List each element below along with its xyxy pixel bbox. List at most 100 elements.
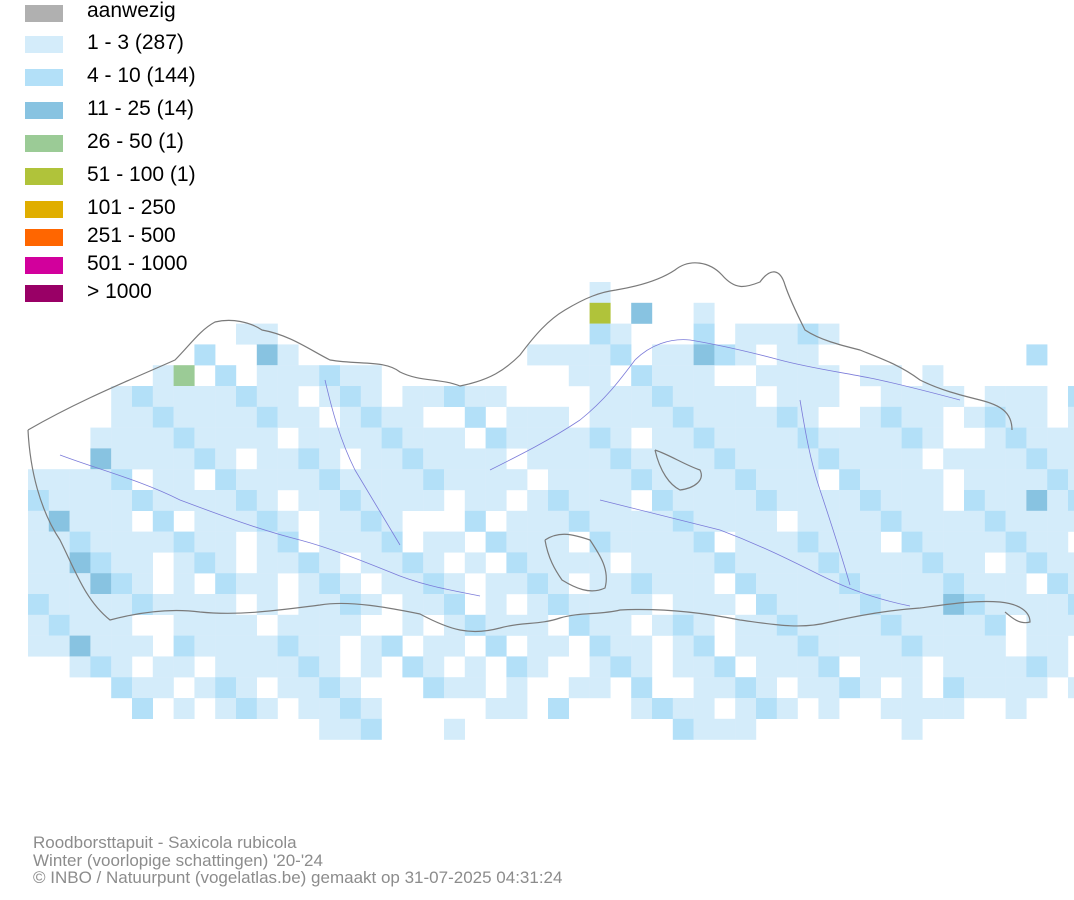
grid-cell bbox=[173, 594, 195, 615]
grid-cell bbox=[215, 677, 237, 699]
grid-cell bbox=[610, 635, 632, 657]
grid-cell bbox=[548, 698, 569, 719]
grid-cell bbox=[277, 406, 299, 428]
grid-cell bbox=[735, 344, 757, 366]
grid-cell bbox=[236, 698, 257, 719]
grid-cell bbox=[173, 552, 195, 574]
grid-cell bbox=[319, 614, 341, 636]
grid-cell bbox=[818, 677, 840, 699]
grid-cell bbox=[485, 614, 507, 636]
grid-cell bbox=[319, 448, 341, 470]
grid-cell bbox=[693, 552, 715, 574]
grid-cell bbox=[402, 490, 424, 511]
grid-cell bbox=[152, 469, 174, 491]
grid-cell bbox=[922, 635, 944, 657]
grid-cell bbox=[1005, 448, 1027, 470]
grid-cell bbox=[444, 594, 465, 615]
grid-cell bbox=[340, 427, 361, 449]
grid-cell bbox=[631, 302, 653, 324]
grid-cell bbox=[69, 635, 91, 657]
grid-cell bbox=[943, 677, 965, 699]
grid-cell bbox=[485, 448, 507, 470]
grid-cell bbox=[173, 614, 195, 636]
legend-label: 26 - 50 (1) bbox=[87, 130, 184, 153]
grid-cell bbox=[776, 448, 798, 470]
grid-cell bbox=[152, 531, 174, 553]
grid-cell bbox=[714, 677, 736, 699]
grid-cell bbox=[152, 677, 174, 699]
grid-cell bbox=[132, 552, 153, 574]
grid-cell bbox=[298, 427, 320, 449]
grid-cell bbox=[69, 490, 91, 511]
grid-cell bbox=[610, 531, 632, 553]
grid-cell bbox=[215, 531, 237, 553]
grid-cell bbox=[215, 406, 237, 428]
grid-cell bbox=[319, 677, 341, 699]
grid-cell bbox=[984, 573, 1006, 595]
grid-cell bbox=[984, 427, 1006, 449]
grid-cell bbox=[839, 531, 861, 553]
grid-cell bbox=[901, 614, 923, 636]
grid-cell bbox=[256, 510, 278, 532]
grid-cell bbox=[485, 490, 507, 511]
grid-cell bbox=[381, 427, 403, 449]
grid-cell bbox=[1068, 552, 1074, 574]
grid-cell bbox=[340, 677, 361, 699]
grid-cell bbox=[943, 573, 965, 595]
grid-cell bbox=[319, 698, 341, 719]
grid-cell bbox=[984, 635, 1006, 657]
grid-cell bbox=[880, 552, 902, 574]
grid-cell bbox=[735, 427, 757, 449]
grid-cell bbox=[402, 614, 424, 636]
grid-cell bbox=[631, 552, 653, 574]
grid-cell bbox=[194, 344, 216, 366]
grid-cell bbox=[839, 677, 861, 699]
grid-cell bbox=[756, 427, 777, 449]
grid-cell bbox=[943, 594, 965, 615]
grid-cell bbox=[464, 469, 486, 491]
grid-cell bbox=[943, 635, 965, 657]
grid-cell bbox=[610, 323, 632, 345]
grid-cell bbox=[714, 448, 736, 470]
grid-cell bbox=[1047, 490, 1069, 511]
grid-cell bbox=[360, 365, 382, 387]
grid-cell bbox=[1026, 427, 1048, 449]
grid-cell bbox=[776, 365, 798, 387]
grid-cell bbox=[381, 531, 403, 553]
grid-cell bbox=[797, 469, 819, 491]
grid-cell bbox=[610, 448, 632, 470]
grid-cell bbox=[756, 635, 777, 657]
grid-cell bbox=[610, 490, 632, 511]
grid-cell bbox=[527, 635, 549, 657]
grid-cell bbox=[1068, 594, 1074, 615]
grid-cell bbox=[1005, 531, 1027, 553]
river-lines bbox=[59, 339, 961, 607]
grid-cell bbox=[444, 448, 465, 470]
grid-cell bbox=[964, 635, 985, 657]
grid-cell bbox=[693, 344, 715, 366]
grid-cell bbox=[527, 406, 549, 428]
grid-cell bbox=[277, 448, 299, 470]
grid-cell bbox=[360, 552, 382, 574]
grid-cell bbox=[173, 386, 195, 407]
grid-cell bbox=[28, 635, 49, 657]
grid-cell bbox=[236, 427, 257, 449]
grid-cell bbox=[194, 677, 216, 699]
grid-cell bbox=[90, 614, 112, 636]
grid-cell bbox=[652, 427, 673, 449]
grid-cell bbox=[360, 490, 382, 511]
grid-cell bbox=[298, 656, 320, 678]
grid-cell bbox=[277, 386, 299, 407]
grid-cell bbox=[652, 573, 673, 595]
grid-cell bbox=[298, 573, 320, 595]
grid-cell bbox=[735, 531, 757, 553]
grid-cell bbox=[1026, 614, 1048, 636]
grid-cell bbox=[756, 698, 777, 719]
legend-swatch bbox=[25, 201, 63, 218]
grid-cell bbox=[610, 656, 632, 678]
legend-label: 501 - 1000 bbox=[87, 252, 188, 275]
grid-cell bbox=[111, 677, 133, 699]
grid-cell bbox=[381, 573, 403, 595]
grid-cell bbox=[860, 531, 881, 553]
